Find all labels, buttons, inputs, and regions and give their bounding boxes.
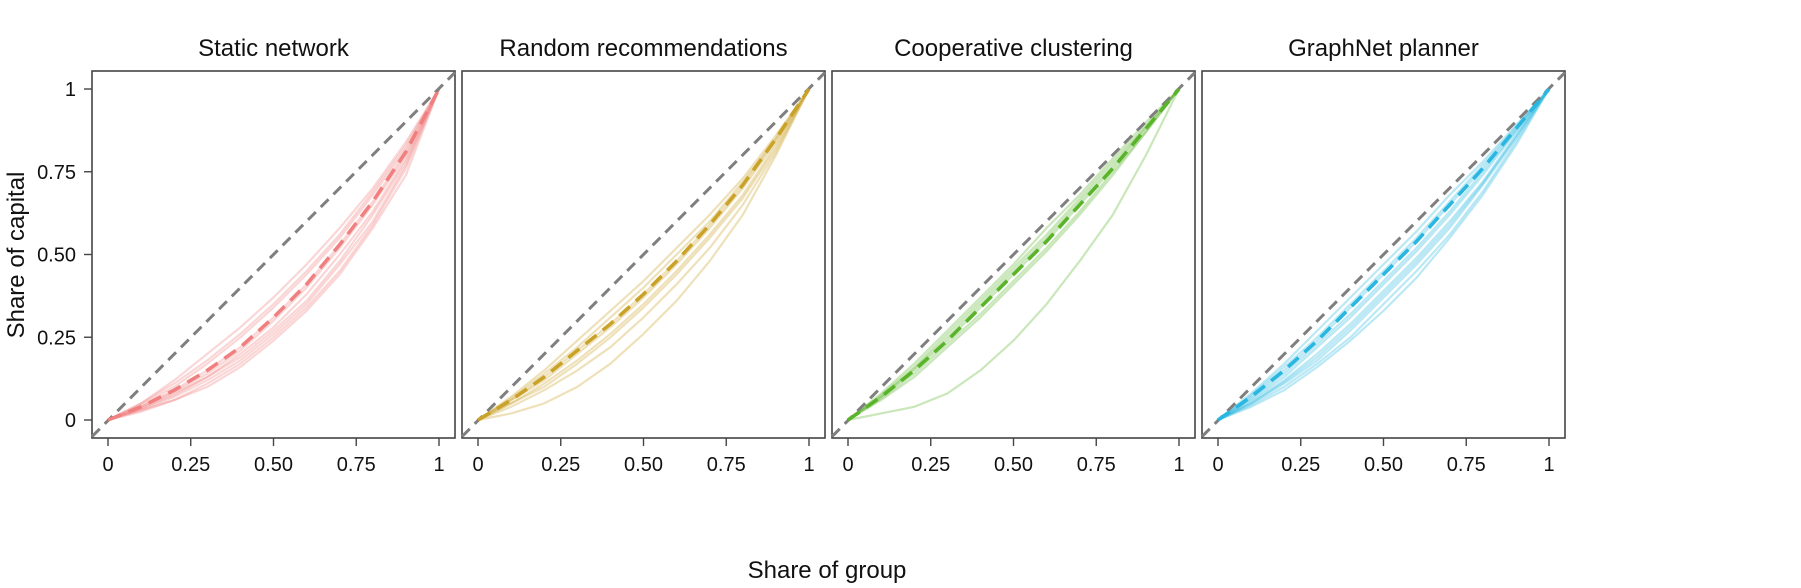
panel-3-run-7 — [846, 87, 1181, 422]
panel-1-x-tick-label: 0.75 — [337, 454, 376, 476]
panel-4-run-7 — [1216, 87, 1551, 422]
panel-4-mean-curve — [1216, 87, 1551, 422]
panel-3-run-1 — [846, 87, 1181, 422]
panel-1-run-6 — [106, 87, 441, 422]
y-tick-label: 0.25 — [37, 327, 76, 349]
panel-1-run-8 — [106, 87, 441, 422]
panel-4-run-10 — [1216, 87, 1551, 422]
panel-2-x-tick-label: 0 — [472, 454, 483, 476]
panel-1-equality-line — [90, 71, 457, 438]
panel-2-x-tick-label: 0.50 — [624, 454, 663, 476]
panel-2-mean-curve — [477, 88, 811, 422]
panel-4-equality-line — [1200, 71, 1567, 438]
panel-1-run-2 — [106, 87, 441, 422]
panel-4-title: GraphNet planner — [1288, 35, 1479, 62]
panel-2-run-4 — [476, 87, 811, 422]
panel-2-x-tick-label: 1 — [803, 454, 814, 476]
panel-1-run-10 — [106, 87, 441, 422]
panel-1-run-4 — [106, 87, 441, 422]
panel-4-run-9 — [1216, 87, 1551, 422]
panel-2-x-tick-label: 0.75 — [707, 454, 746, 476]
panel-2-run-7 — [476, 87, 811, 422]
panel-1-x-tick-label: 0.50 — [254, 454, 293, 476]
y-tick-label: 0.75 — [37, 162, 76, 184]
y-tick-label: 0 — [65, 410, 76, 432]
panel-2-x-tick-label: 0.25 — [541, 454, 580, 476]
panel-3-run-4 — [846, 87, 1181, 422]
panel-2-run-1 — [476, 87, 811, 422]
panel-4-x-tick-label: 0.25 — [1281, 454, 1320, 476]
panel-3-x-tick-label: 0 — [842, 454, 853, 476]
y-axis-label: Share of capital — [3, 172, 30, 339]
panel-3-run-2 — [846, 87, 1181, 422]
y-tick-label: 1 — [65, 79, 76, 101]
panel-3-x-tick-label: 0.75 — [1077, 454, 1116, 476]
panel-4-run-5 — [1216, 87, 1551, 422]
x-axis-label: Share of group — [748, 557, 907, 584]
panel-4-run-8 — [1216, 87, 1551, 422]
panel-1-x-tick-label: 0.25 — [171, 454, 210, 476]
panel-3-equality-line — [830, 71, 1197, 438]
panel-3-x-tick-label: 0.50 — [994, 454, 1033, 476]
panel-4-x-tick-label: 1 — [1543, 454, 1554, 476]
panel-1-x-tick-label: 1 — [433, 454, 444, 476]
panel-3-x-tick-label: 0.25 — [911, 454, 950, 476]
panel-1-run-9 — [106, 87, 441, 422]
panel-2-run-8 — [476, 87, 811, 422]
panel-1-x-tick-label: 0 — [102, 454, 113, 476]
panel-2-title: Random recommendations — [499, 35, 787, 62]
y-tick-label: 0.50 — [37, 245, 76, 267]
panel-4-run-4 — [1216, 87, 1551, 422]
panel-3-x-tick-label: 1 — [1173, 454, 1184, 476]
panel-4-x-tick-label: 0 — [1212, 454, 1223, 476]
panel-1-run-7 — [106, 87, 441, 422]
panel-4-x-tick-label: 0.50 — [1364, 454, 1403, 476]
panel-3-mean-curve — [846, 87, 1181, 422]
panel-1-title: Static network — [198, 35, 350, 62]
panel-1-run-5 — [106, 87, 441, 422]
panel-4-run-6 — [1216, 87, 1551, 422]
panel-2-run-5 — [476, 87, 811, 422]
panel-3-title: Cooperative clustering — [894, 35, 1133, 62]
panel-1-run-3 — [106, 87, 441, 422]
panel-4-x-tick-label: 0.75 — [1447, 454, 1486, 476]
panel-3-run-5 — [846, 87, 1181, 422]
panel-2-equality-line — [460, 71, 827, 438]
panel-2-run-6 — [476, 87, 811, 422]
panel-4-run-1 — [1216, 87, 1551, 422]
panel-1-run-1 — [106, 87, 441, 422]
